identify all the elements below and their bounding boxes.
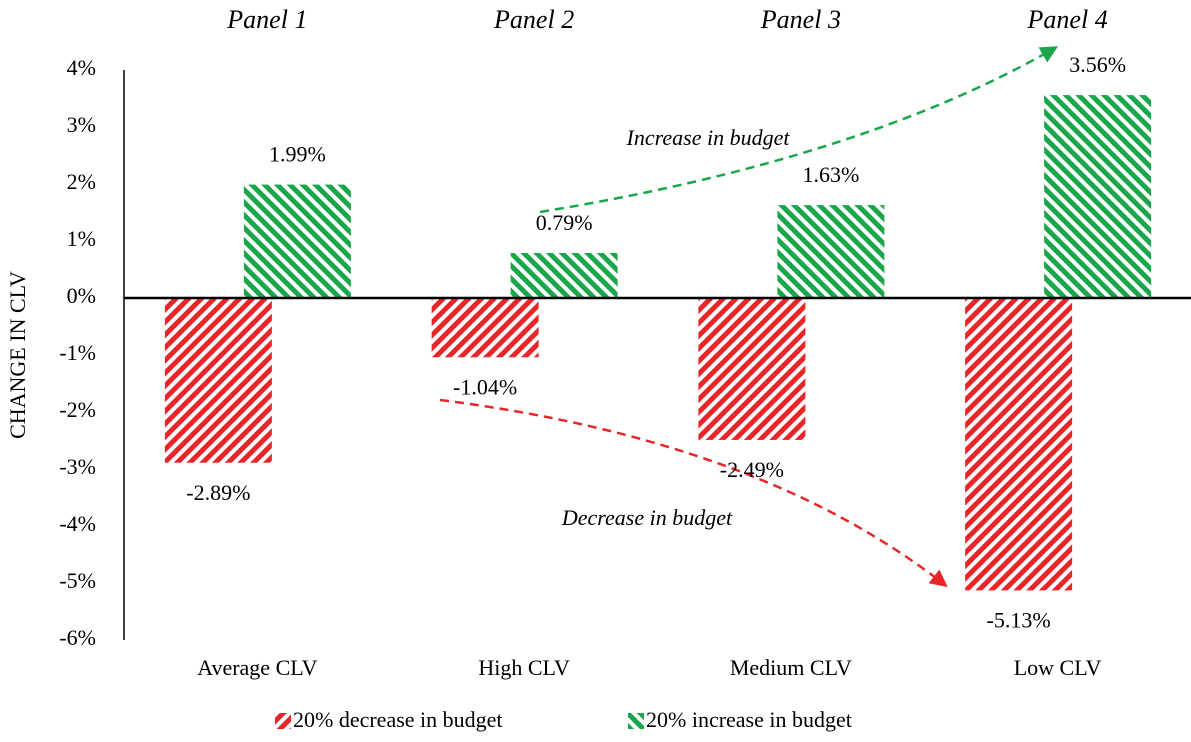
value-label: 1.99%: [269, 142, 326, 167]
y-tick-label: 0%: [67, 283, 96, 308]
y-tick-label: -6%: [59, 625, 96, 650]
bar: [431, 298, 539, 358]
y-tick-label: -1%: [59, 340, 96, 365]
bar: [777, 205, 885, 298]
value-label: -2.49%: [720, 457, 784, 482]
y-tick-label: -5%: [59, 568, 96, 593]
annotation: Increase in budget: [626, 125, 791, 150]
panel-label: Panel 4: [1027, 5, 1108, 34]
y-tick-label: -4%: [59, 511, 96, 536]
value-label: -5.13%: [987, 607, 1051, 632]
bar: [1044, 95, 1152, 298]
value-label: 0.79%: [536, 210, 593, 235]
legend-swatch: [628, 713, 644, 729]
y-tick-label: -2%: [59, 397, 96, 422]
value-label: 1.63%: [802, 162, 859, 187]
x-tick-label: High CLV: [478, 655, 570, 680]
x-tick-label: Medium CLV: [730, 655, 852, 680]
bar: [965, 298, 1073, 591]
y-tick-label: 1%: [67, 226, 96, 251]
x-tick-label: Low CLV: [1014, 655, 1102, 680]
y-axis-label: CHANGE IN CLV: [5, 271, 30, 439]
legend-label: 20% increase in budget: [646, 707, 852, 732]
value-label: -2.89%: [186, 480, 250, 505]
bar: [164, 298, 272, 463]
y-tick-label: 4%: [67, 55, 96, 80]
panel-label: Panel 2: [493, 5, 574, 34]
bar: [698, 298, 806, 440]
increase-arrow: [539, 46, 1059, 214]
panel-label: Panel 1: [226, 5, 307, 34]
bar: [510, 252, 618, 298]
x-tick-label: Average CLV: [197, 655, 317, 680]
annotation: Decrease in budget: [561, 505, 733, 530]
y-tick-label: 3%: [67, 112, 96, 137]
y-tick-label: 2%: [67, 169, 96, 194]
panel-label: Panel 3: [760, 5, 841, 34]
legend-swatch: [275, 713, 291, 729]
value-label: -1.04%: [453, 374, 517, 399]
value-label: 3.56%: [1069, 52, 1126, 77]
legend-label: 20% decrease in budget: [293, 707, 503, 732]
decrease-arrow: [439, 398, 948, 588]
y-tick-label: -3%: [59, 454, 96, 479]
bar: [243, 184, 351, 298]
